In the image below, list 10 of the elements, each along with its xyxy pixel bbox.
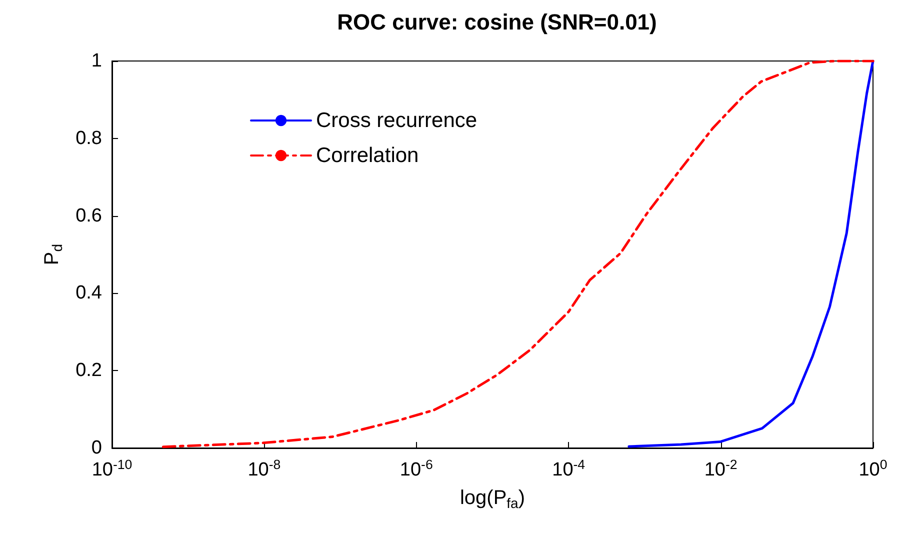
legend-label: Cross recurrence xyxy=(316,109,478,132)
chart-title: ROC curve: cosine (SNR=0.01) xyxy=(337,10,657,34)
y-tick-label: 0.2 xyxy=(76,360,102,382)
y-axis-title: Pd xyxy=(41,244,65,266)
legend-label: Correlation xyxy=(316,144,419,167)
y-tick-label: 1 xyxy=(91,50,102,72)
y-tick-label: 0.4 xyxy=(76,282,102,304)
y-tick-label: 0.6 xyxy=(76,205,102,226)
y-tick-label: 0.8 xyxy=(76,128,102,149)
y-tick-label: 0 xyxy=(91,438,102,458)
